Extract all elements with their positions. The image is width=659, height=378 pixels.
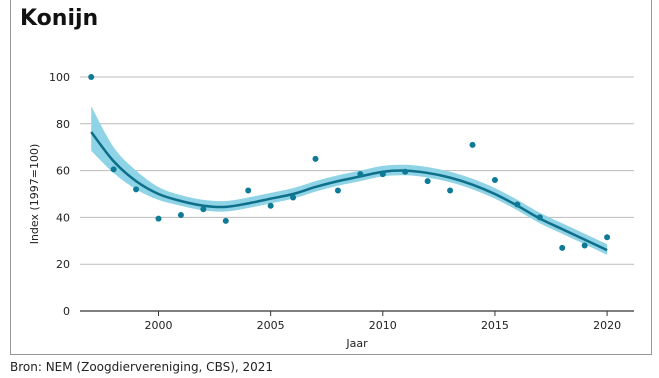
y-tick-label: 100 [49,71,70,84]
data-point [514,201,521,208]
x-axis-label: Jaar [345,337,368,350]
y-axis-label: Index (1997=100) [28,144,41,245]
data-point [536,214,543,221]
data-point [559,244,566,251]
data-point [200,206,207,213]
data-point [133,186,140,193]
source-note: Bron: NEM (Zoogdiervereniging, CBS), 202… [10,360,274,374]
x-tick-label: 2000 [145,319,173,332]
y-tick-label: 40 [56,211,70,224]
data-point [334,187,341,194]
data-point [469,141,476,148]
y-tick-label: 0 [63,305,70,318]
data-point [379,171,386,178]
x-axis-ticks: 2000 2005 2010 2015 2020 [145,311,621,332]
grid-lines [80,76,634,265]
y-tick-label: 80 [56,118,70,131]
data-point [245,187,252,194]
data-point [267,202,274,209]
data-point [447,187,454,194]
y-tick-label: 20 [56,258,70,271]
x-tick-label: 2005 [257,319,285,332]
data-point [402,168,409,175]
y-tick-label: 60 [56,165,70,178]
data-point [222,217,229,224]
data-point [491,176,498,183]
chart-title: Konijn [20,6,99,31]
y-axis-ticks: 0 20 40 60 80 100 [49,71,70,318]
data-point [424,178,431,185]
confidence-band [91,106,608,255]
data-point [604,234,611,241]
data-point [155,215,162,222]
x-tick-label: 2015 [481,319,509,332]
data-point [581,242,588,249]
trend-line [90,131,608,252]
data-point [357,171,364,178]
data-point [177,212,184,219]
data-point [110,166,117,173]
x-tick-label: 2020 [593,319,621,332]
data-points [88,74,611,251]
data-point [312,155,319,162]
x-tick-label: 2010 [369,319,397,332]
data-point [88,74,95,80]
data-point [290,194,297,201]
